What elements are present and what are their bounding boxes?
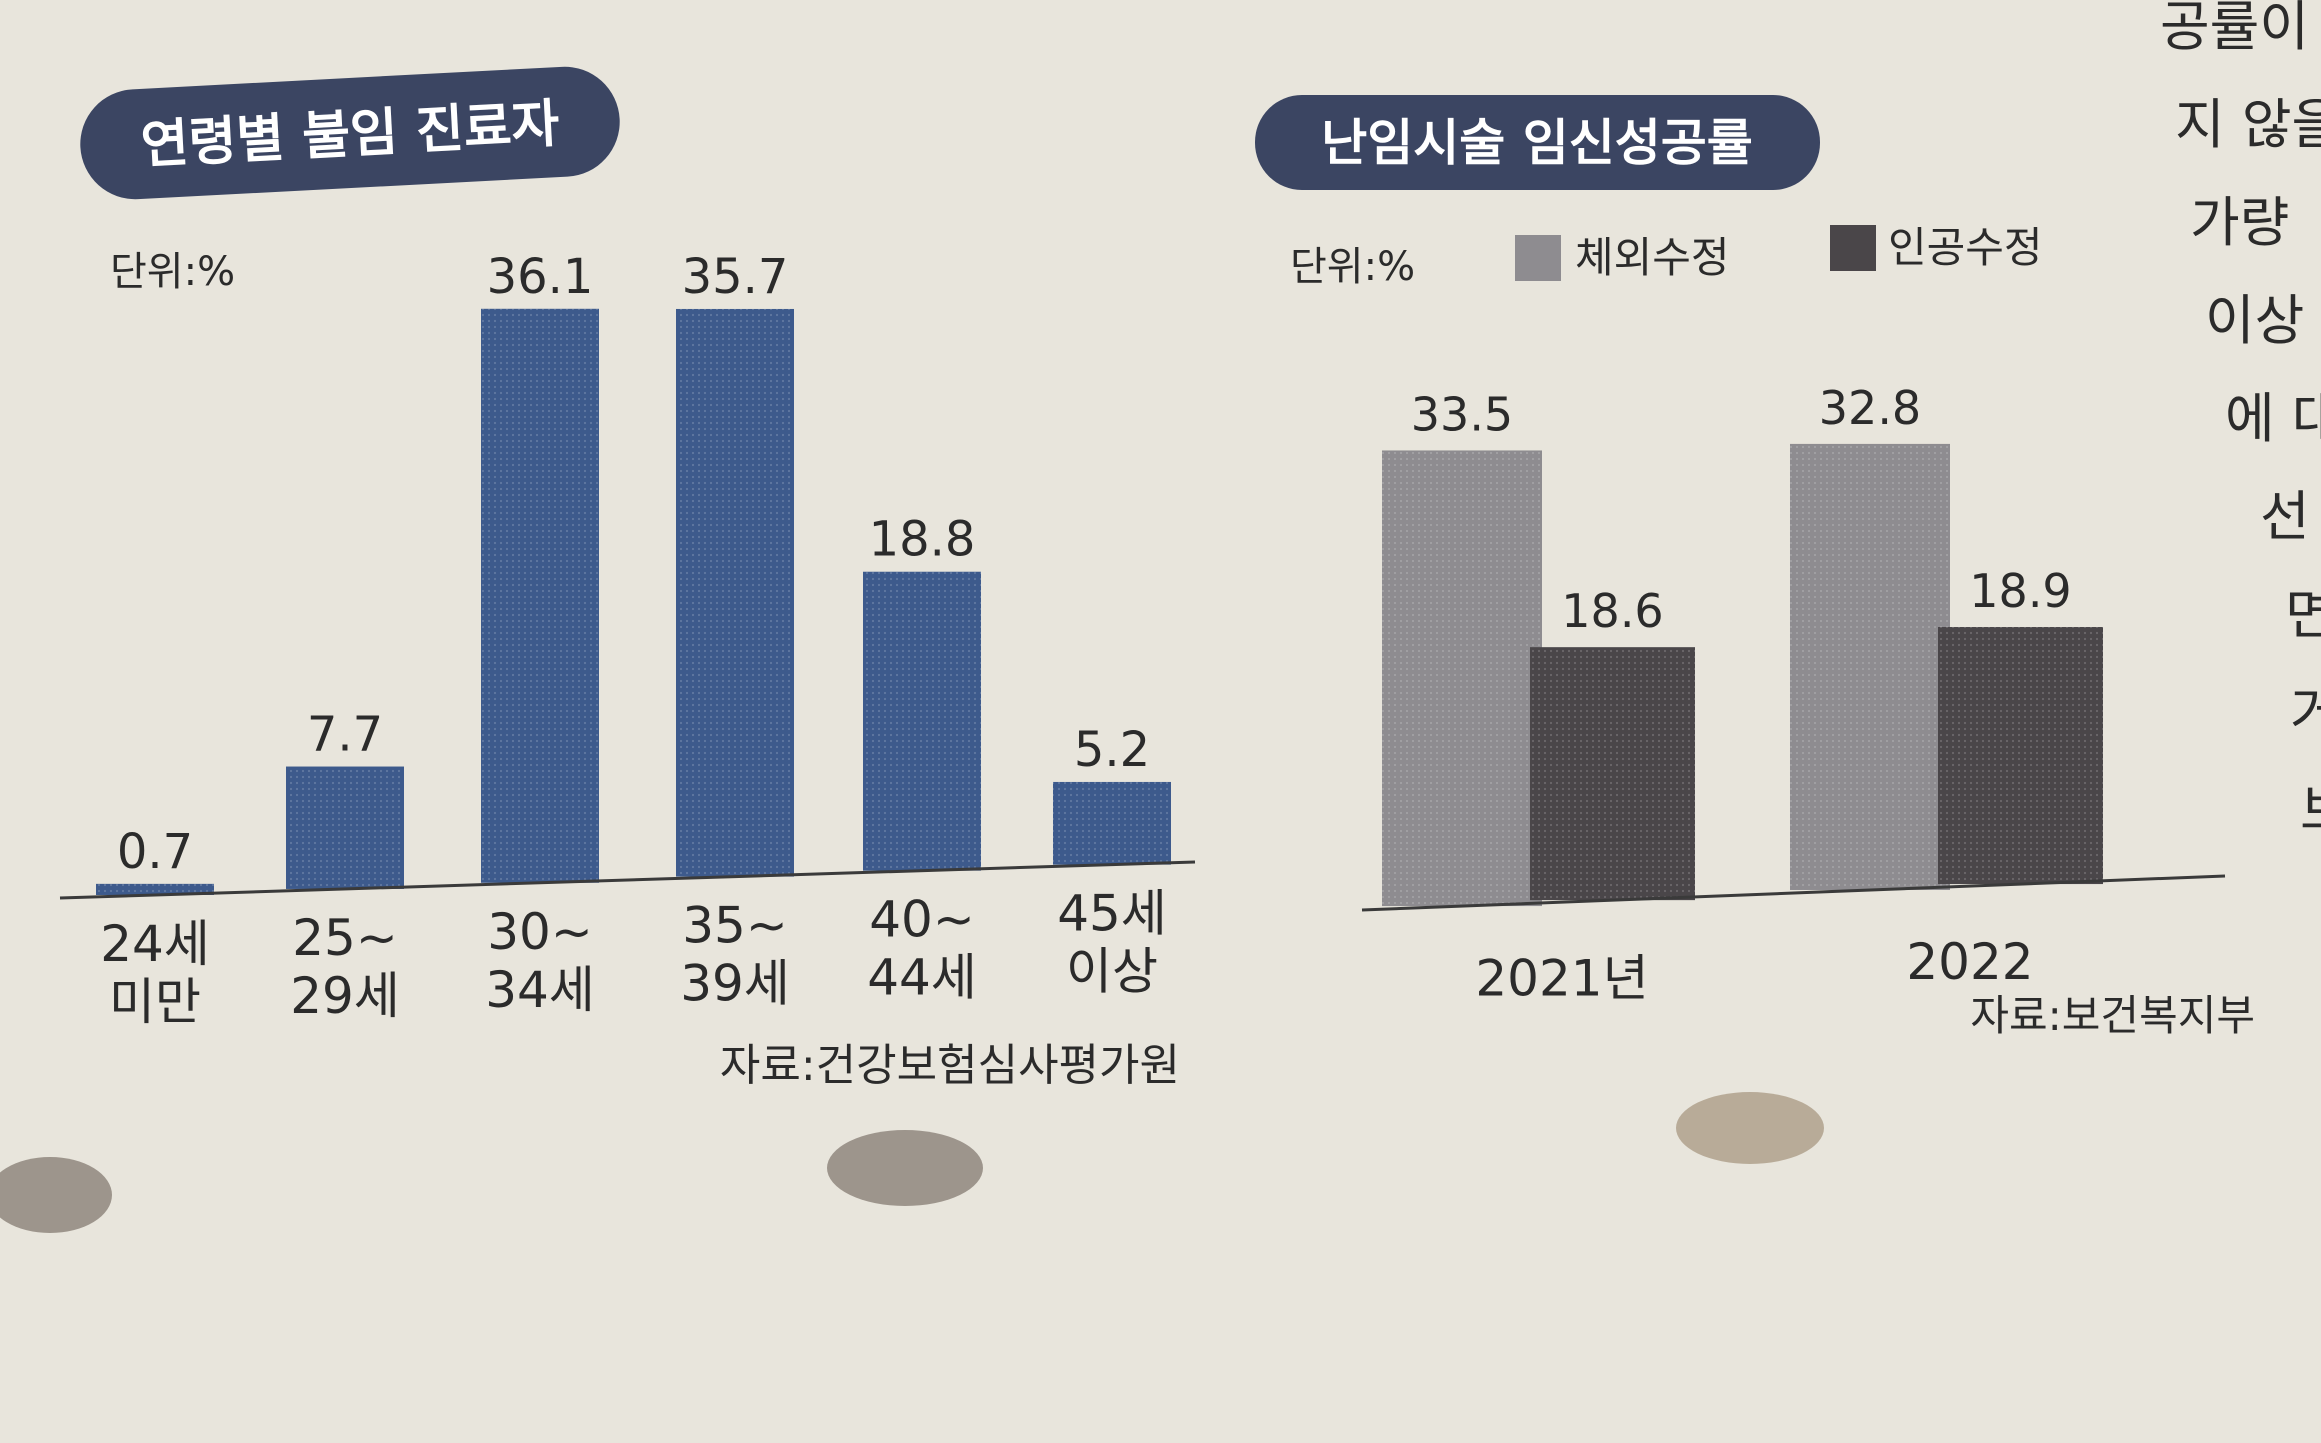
data-label: 18.6 — [1561, 584, 1663, 638]
bar-texture — [96, 883, 214, 895]
article-text-line: 거 — [2290, 681, 2321, 744]
legend: 체외수정 인공수정 — [1515, 223, 2043, 282]
article-text-line: 에 대 — [2225, 387, 2321, 450]
bar-texture — [1530, 647, 1695, 901]
article-text-line: 가량 — [2190, 191, 2289, 254]
tick-label: 2021년 — [1475, 949, 1648, 1007]
tick-label: 45세 — [1057, 885, 1167, 943]
bar-texture — [863, 571, 981, 871]
decorative-blob — [827, 1130, 983, 1206]
bar-texture — [1053, 781, 1171, 865]
ivf-success-chart: 난임시술 임신성공률 단위:% 체외수정 인공수정 33.5 18.6 32.8 18… — [1255, 95, 2255, 1040]
bar-group: 33.5 18.6 32.8 18.9 — [1382, 381, 2103, 907]
article-text-line: 지 않을 — [2175, 93, 2321, 156]
data-label: 33.5 — [1411, 387, 1513, 441]
chart-title-pill — [1255, 95, 1820, 190]
chart-title: 난임시술 임신성공률 — [1321, 114, 1752, 172]
tick-label: 미만 — [109, 973, 201, 1031]
tick-label: 40~ — [869, 891, 975, 949]
tick-label: 44세 — [867, 949, 977, 1007]
tick-label: 30~ — [487, 903, 593, 961]
data-label: 18.9 — [1969, 564, 2071, 618]
tick-label: 35~ — [682, 897, 788, 955]
decorative-blob — [0, 1157, 112, 1233]
bar-texture — [676, 308, 794, 877]
article-text-line: 보 — [2300, 779, 2321, 842]
legend-label-iui: 인공수정 — [1888, 223, 2043, 272]
unit-label: 단위:% — [1290, 244, 1415, 290]
bar-texture — [481, 308, 599, 883]
x-axis-line — [1361, 874, 2226, 912]
data-label: 18.8 — [869, 512, 976, 568]
legend-swatch-iui — [1830, 225, 1876, 271]
source-note: 자료:건강보험심사평가원 — [720, 1040, 1180, 1091]
bar-texture — [286, 766, 404, 889]
x-axis-line — [59, 860, 1196, 900]
data-label: 35.7 — [682, 249, 789, 305]
tick-label: 39세 — [680, 955, 790, 1013]
bar-group: 0.7 7.7 36.1 35.7 18.8 5.2 — [96, 249, 1171, 895]
article-text-line: 선 — [2260, 485, 2310, 548]
article-text-line: 공률이 — [2160, 0, 2309, 58]
category-labels: 2021년 2022 — [1475, 933, 2033, 1007]
bar-texture — [1938, 627, 2103, 885]
article-text-line: 면 — [2285, 583, 2321, 646]
tick-label: 이상 — [1066, 943, 1158, 1001]
article-text-line: 이상 — [2205, 289, 2304, 352]
bar-texture — [1382, 450, 1542, 907]
source-note: 자료:보건복지부 — [1970, 991, 2255, 1040]
chart-title-pill — [80, 66, 620, 200]
tick-label: 25~ — [292, 909, 398, 967]
tick-label: 2022 — [1906, 933, 2033, 991]
data-label: 7.7 — [307, 707, 383, 763]
tick-label: 34세 — [485, 961, 595, 1019]
data-label: 32.8 — [1819, 381, 1921, 435]
legend-swatch-ivf — [1515, 235, 1561, 281]
tick-label: 24세 — [100, 915, 210, 973]
data-label: 5.2 — [1074, 722, 1150, 778]
unit-label: 단위:% — [110, 249, 235, 295]
decorative-blob — [1676, 1092, 1824, 1164]
bar-texture — [1790, 443, 1950, 890]
data-label: 36.1 — [487, 249, 594, 305]
data-label: 0.7 — [117, 824, 193, 880]
age-infertility-chart: 연령별 불임 진료자 단위:% 0.77.736.1 35.718.85.2 24… — [59, 66, 1196, 1091]
tick-label: 29세 — [290, 967, 400, 1025]
legend-label-ivf: 체외수정 — [1575, 233, 1730, 282]
